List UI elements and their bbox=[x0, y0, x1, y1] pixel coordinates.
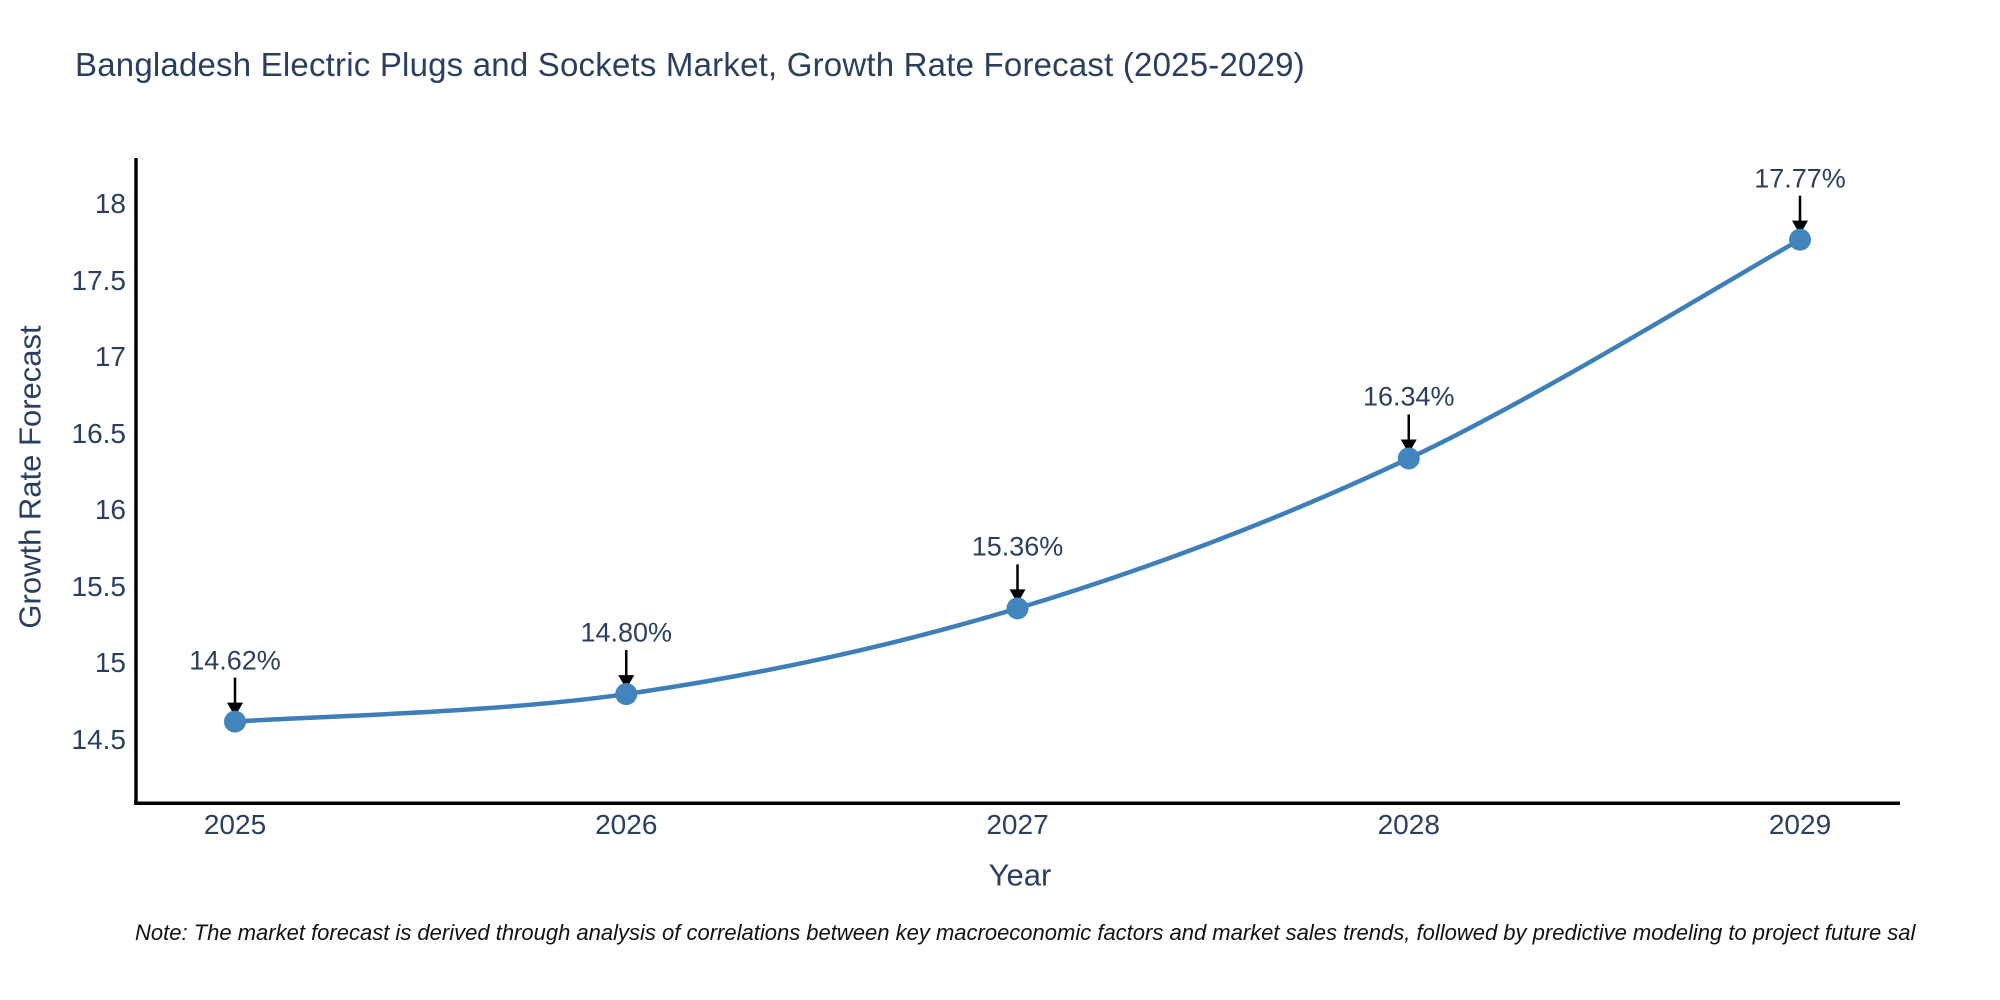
y-axis-title: Growth Rate Forecast bbox=[12, 325, 48, 629]
data-point[interactable] bbox=[615, 683, 638, 706]
point-annotation: 17.77% bbox=[1754, 163, 1846, 194]
annotation-arrowhead-icon bbox=[227, 702, 243, 717]
x-tick-label: 2026 bbox=[595, 809, 658, 840]
y-tick-label: 17 bbox=[94, 341, 126, 373]
y-tick-label: 16 bbox=[94, 494, 126, 526]
annotation-arrowhead-icon bbox=[1792, 220, 1808, 235]
point-annotation: 15.36% bbox=[971, 531, 1064, 562]
footnote: Note: The market forecast is derived thr… bbox=[135, 920, 1916, 945]
line-series bbox=[234, 237, 1802, 724]
y-tick-label: 15 bbox=[94, 647, 126, 679]
x-tick-label: 2025 bbox=[203, 809, 267, 840]
data-point[interactable] bbox=[1397, 447, 1420, 470]
point-annotation: 16.34% bbox=[1362, 381, 1455, 412]
y-tick-label: 18 bbox=[94, 188, 126, 220]
data-point[interactable] bbox=[224, 710, 246, 733]
chart-title: Bangladesh Electric Plugs and Sockets Ma… bbox=[75, 46, 1305, 83]
y-tick-label: 16.5 bbox=[71, 417, 127, 449]
y-tick-label: 14.5 bbox=[71, 723, 127, 755]
y-tick-label: 15.5 bbox=[71, 570, 127, 602]
point-annotation: 14.62% bbox=[189, 645, 281, 676]
x-axis-title: Year bbox=[988, 857, 1052, 893]
x-tick-label: 2029 bbox=[1768, 809, 1832, 840]
x-tick-label: 2028 bbox=[1377, 809, 1440, 840]
y-tick-label: 17.5 bbox=[71, 264, 127, 296]
point-annotation: 14.80% bbox=[580, 617, 673, 648]
x-tick-label: 2027 bbox=[986, 809, 1049, 840]
data-point[interactable] bbox=[1006, 597, 1029, 620]
annotation-arrowhead-icon bbox=[1400, 439, 1417, 454]
annotation-arrowhead-icon bbox=[618, 675, 635, 690]
annotation-arrowhead-icon bbox=[1009, 589, 1026, 604]
data-point[interactable] bbox=[1789, 228, 1811, 251]
